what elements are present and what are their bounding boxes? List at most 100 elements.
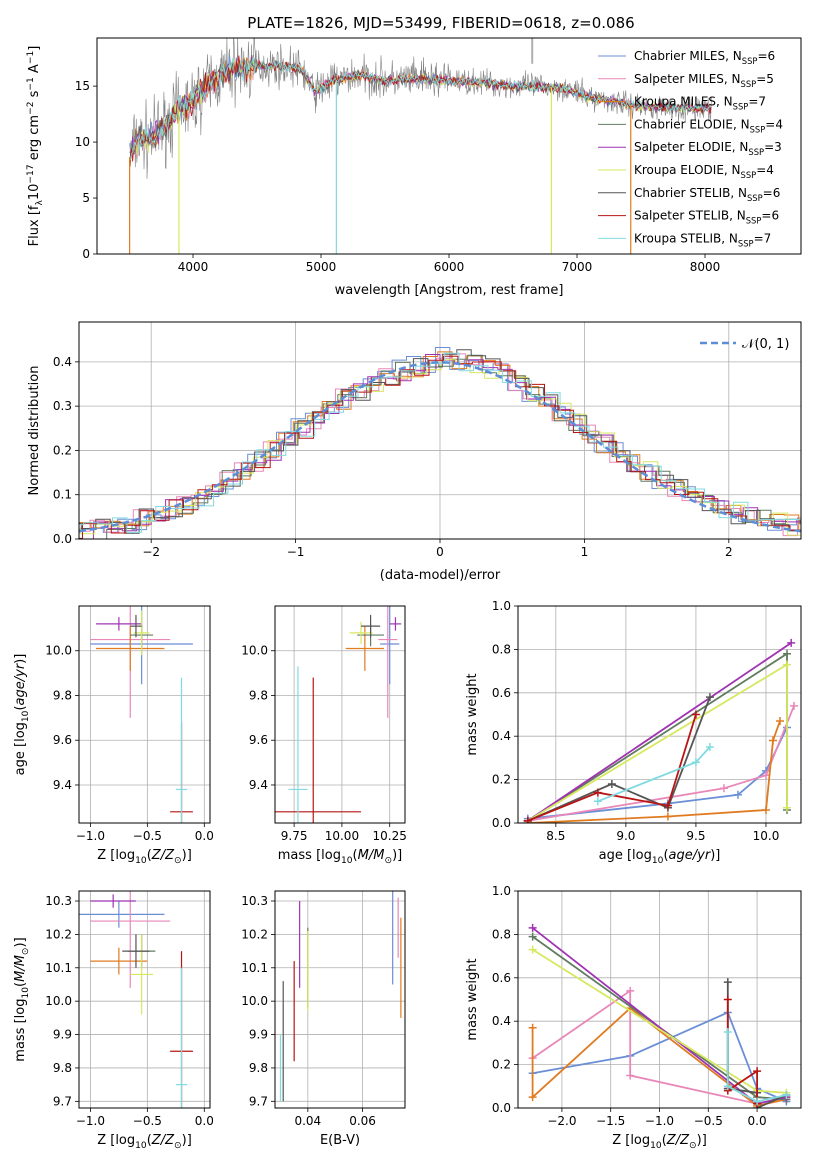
weight-marker xyxy=(733,790,742,799)
scatter-plot-area xyxy=(79,891,193,1108)
y-tick-label: 0.0 xyxy=(492,1101,511,1115)
y-axis-label: mass weight xyxy=(465,673,480,755)
y-tick-label: 9.9 xyxy=(53,1028,72,1042)
y-tick-label: 10.2 xyxy=(45,927,72,941)
y-tick-label: 15 xyxy=(75,79,90,93)
model-spectrum-line xyxy=(129,56,711,161)
weight-marker xyxy=(719,784,728,793)
legend-entry: Kroupa MILES, NSSP=7 xyxy=(634,95,766,112)
x-tick-label: −1.0 xyxy=(645,1114,674,1128)
line-plot-area xyxy=(528,923,791,1108)
x-tick-label: 6000 xyxy=(434,260,465,274)
x-tick-label: 8000 xyxy=(690,260,721,274)
residual-histogram-plot: −2 −1 0 1 2 0.0 0.1 0.2 0.3 0.4 (data-model)/error… xyxy=(27,321,802,583)
y-tick-label: 9.7 xyxy=(249,1094,268,1108)
weight-marker xyxy=(753,1067,762,1076)
weight-marker xyxy=(775,717,784,726)
weight-marker xyxy=(691,710,700,719)
mass-vs-extinction-plot: 0.04 0.06 9.7 9.8 9.9 10.0 10.1 10.2 10.3 E(B-V) xyxy=(241,890,406,1148)
axes-frame xyxy=(274,890,406,1109)
weight-marker xyxy=(723,995,732,1004)
x-tick-label: 0.06 xyxy=(349,1114,376,1128)
x-tick-label: 8.5 xyxy=(546,829,565,843)
y-tick-label: 0.4 xyxy=(492,1014,511,1028)
histogram-step xyxy=(79,349,801,534)
y-tick-label: 10.3 xyxy=(241,894,268,908)
x-tick-label: 5000 xyxy=(306,260,337,274)
axes-frame xyxy=(78,890,211,1109)
legend-entry: Kroupa ELODIE, NSSP=4 xyxy=(634,163,774,180)
weight-line xyxy=(527,642,792,822)
x-tick-label: −2 xyxy=(142,545,160,559)
y-tick-label: 0.4 xyxy=(53,355,72,369)
x-tick-label: −1.5 xyxy=(596,1114,625,1128)
y-tick-label: 10.0 xyxy=(45,644,72,658)
histogram-step xyxy=(79,355,801,539)
y-tick-label: 10.0 xyxy=(241,994,268,1008)
y-tick-label: 0.8 xyxy=(492,642,511,656)
weight-line xyxy=(527,714,697,822)
weight-marker xyxy=(782,649,791,658)
weight-marker xyxy=(528,1023,537,1032)
legend-entry: 𝒩(0, 1) xyxy=(742,337,789,352)
weight-line xyxy=(726,1032,787,1103)
weight-marker xyxy=(723,1028,732,1037)
x-axis-label: (data-model)/error xyxy=(380,568,501,583)
x-tick-label: −1 xyxy=(287,545,305,559)
y-tick-label: 9.8 xyxy=(249,688,268,702)
y-tick-label: 0.3 xyxy=(53,399,72,413)
y-tick-label: 0.2 xyxy=(492,773,511,787)
weight-line xyxy=(527,696,711,822)
axes-frame xyxy=(274,605,406,824)
x-tick-label: 9.75 xyxy=(281,829,308,843)
x-axis-label: wavelength [Angstrom, rest frame] xyxy=(335,283,564,298)
spectrum-plot: 4000 5000 6000 7000 8000 0 5 10 15 wavelength [An… xyxy=(26,37,802,298)
x-tick-label: 0.0 xyxy=(748,1114,767,1128)
y-tick-label: 9.6 xyxy=(249,733,268,747)
weight-marker xyxy=(626,1071,635,1080)
weight-line xyxy=(527,652,788,822)
x-tick-label: 0 xyxy=(436,545,444,559)
normal-distribution-curve xyxy=(79,361,801,533)
weight-line xyxy=(527,663,788,822)
histogram-step xyxy=(79,354,801,539)
weight-marker xyxy=(768,736,777,745)
y-tick-label: 0.4 xyxy=(492,729,511,743)
y-tick-label: 9.9 xyxy=(249,1028,268,1042)
scatter-plot-area xyxy=(279,891,402,1102)
y-axis-label: mass [log10(M/M⊙)] xyxy=(13,937,31,1061)
weight-vs-metallicity-plot: −2.0 −1.5 −1.0 −0.5 0.0 0.0 0.2 0.4 0.6 0.8 1.0 Z [… xyxy=(465,884,802,1151)
x-tick-label: 0.0 xyxy=(195,829,214,843)
weight-marker xyxy=(705,693,714,702)
scatter-plot-area xyxy=(275,606,402,823)
y-tick-label: 0.6 xyxy=(492,686,511,700)
weight-marker xyxy=(626,986,635,995)
y-tick-label: 1.0 xyxy=(492,884,511,898)
y-tick-label: 0.0 xyxy=(53,532,72,546)
weight-marker xyxy=(593,788,602,797)
y-tick-label: 0.2 xyxy=(492,1058,511,1072)
weight-marker xyxy=(753,1097,762,1106)
weight-marker xyxy=(782,803,791,812)
histogram-step xyxy=(79,347,801,533)
weight-marker xyxy=(705,743,714,752)
x-axis-label: E(B-V) xyxy=(320,1133,360,1148)
x-tick-label: 2 xyxy=(725,545,733,559)
y-tick-label: 9.8 xyxy=(249,1061,268,1075)
y-tick-label: 9.4 xyxy=(249,778,268,792)
y-tick-label: 10.1 xyxy=(241,961,268,975)
weight-marker xyxy=(761,805,770,814)
x-tick-label: 9.0 xyxy=(616,829,635,843)
x-axis-label: Z [log10(Z/Z⊙)] xyxy=(97,848,192,866)
weight-marker xyxy=(528,1093,537,1102)
weight-marker xyxy=(723,1082,732,1091)
y-tick-label: 10.0 xyxy=(241,644,268,658)
x-tick-label: −0.5 xyxy=(133,1114,162,1128)
x-tick-label: −1.0 xyxy=(76,1114,105,1128)
axes-frame xyxy=(78,605,211,824)
x-tick-label: 7000 xyxy=(562,260,593,274)
y-tick-label: 10.2 xyxy=(241,927,268,941)
weight-marker xyxy=(528,932,537,941)
y-tick-label: 9.4 xyxy=(53,778,72,792)
